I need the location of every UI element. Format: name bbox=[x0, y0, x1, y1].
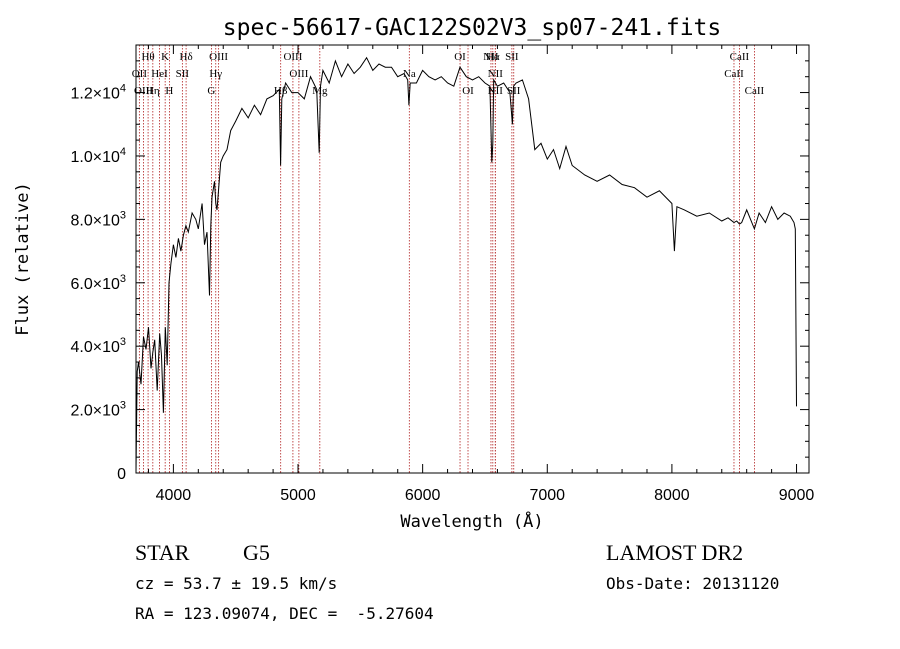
line-label: CaII bbox=[730, 51, 750, 63]
line-label: OIII bbox=[289, 68, 308, 80]
x-tick-label: 6000 bbox=[405, 487, 441, 504]
line-label: OIII bbox=[283, 51, 302, 63]
y-tick-label: 1.2×104 bbox=[70, 83, 126, 103]
line-label: G bbox=[207, 85, 215, 97]
observation-date: Obs-Date: 20131120 bbox=[606, 574, 780, 593]
sky-coordinates: RA = 123.09074, DEC = -5.27604 bbox=[135, 604, 434, 623]
line-label: Na bbox=[403, 68, 416, 80]
line-label: OII bbox=[132, 68, 148, 80]
x-tick-label: 9000 bbox=[779, 487, 815, 504]
line-label: OIII bbox=[209, 51, 228, 63]
y-tick-label: 2.0×103 bbox=[70, 400, 126, 420]
line-label: OIII bbox=[134, 85, 153, 97]
object-subclass: G5 bbox=[243, 540, 270, 565]
x-tick-label: 5000 bbox=[280, 487, 316, 504]
y-tick-label: 1.0×104 bbox=[70, 146, 126, 166]
line-label: Hβ bbox=[274, 85, 288, 97]
line-label: K bbox=[161, 51, 169, 63]
y-tick-label: 8.0×103 bbox=[70, 209, 126, 229]
line-label: SII bbox=[505, 51, 519, 63]
survey-name: LAMOST DR2 bbox=[606, 540, 744, 565]
chart-title: spec-56617-GAC122S02V3_sp07-241.fits bbox=[223, 15, 722, 41]
line-label: NII bbox=[488, 68, 504, 80]
line-label: OI bbox=[454, 51, 466, 63]
line-label: Hγ bbox=[209, 68, 222, 80]
plot-frame bbox=[135, 44, 810, 474]
line-label: OI bbox=[462, 85, 474, 97]
line-label: H bbox=[165, 85, 173, 97]
line-label: CaII bbox=[724, 68, 744, 80]
line-label: SII bbox=[507, 85, 521, 97]
x-tick-label: 8000 bbox=[654, 487, 690, 504]
line-label: Hη bbox=[146, 85, 160, 97]
line-label: CaII bbox=[745, 85, 765, 97]
y-tick-label: 6.0×103 bbox=[70, 273, 126, 293]
line-label: SII bbox=[176, 68, 190, 80]
y-tick-label: 4.0×103 bbox=[70, 336, 126, 356]
object-class: STAR bbox=[135, 540, 190, 565]
line-label: Mg bbox=[312, 85, 328, 97]
line-label: NII bbox=[483, 51, 499, 63]
line-label: Hα bbox=[486, 51, 500, 63]
line-label: HeI bbox=[151, 68, 168, 80]
line-markers bbox=[138, 45, 755, 473]
x-axis-label: Wavelength (Å) bbox=[400, 510, 543, 532]
spectrum-series-line bbox=[135, 56, 797, 474]
y-axis: 0 2.0×103 4.0×103 6.0×103 8.0×103 1.0×104 1.2×… bbox=[70, 60, 809, 483]
line-label: Hδ bbox=[180, 51, 193, 63]
x-axis: 4000 5000 6000 7000 8000 9000 bbox=[147, 45, 815, 504]
line-label: NII bbox=[488, 85, 504, 97]
x-tick-label: 4000 bbox=[156, 487, 192, 504]
line-label: Hθ bbox=[141, 51, 154, 63]
redshift-velocity: cz = 53.7 ± 19.5 km/s bbox=[135, 574, 338, 593]
y-axis-label: Flux (relative) bbox=[13, 182, 33, 336]
y-tick-label: 0 bbox=[117, 466, 126, 483]
x-tick-label: 7000 bbox=[529, 487, 565, 504]
